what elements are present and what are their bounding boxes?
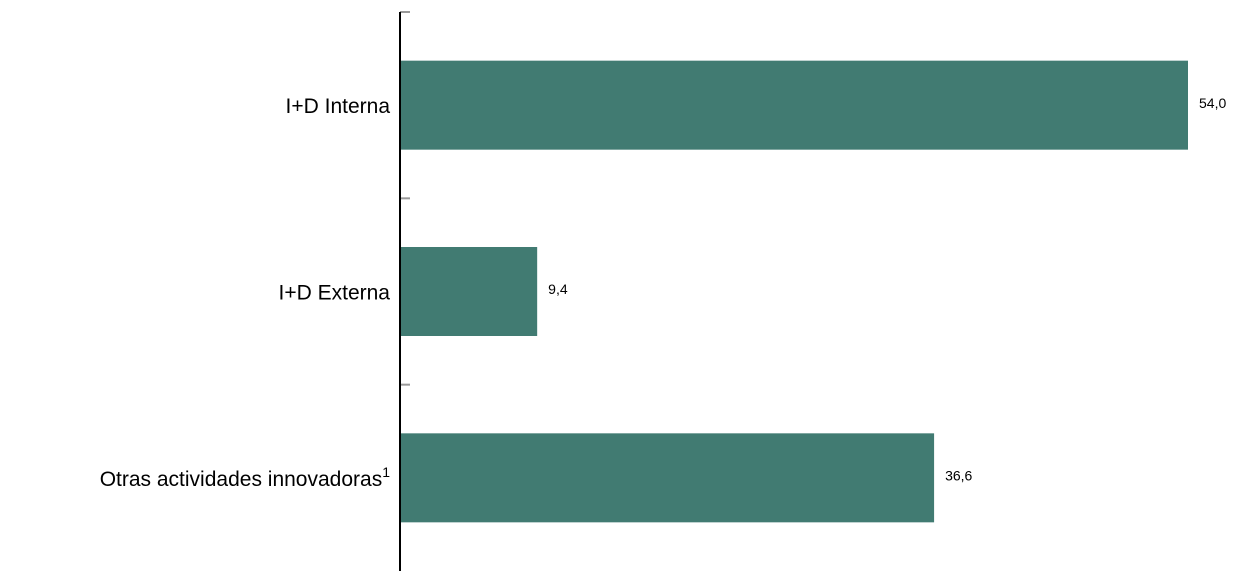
category-label: Otras actividades innovadoras1	[100, 464, 391, 491]
category-ticks	[400, 11, 410, 386]
data-label: 36,6	[945, 468, 972, 484]
data-label: 54,0	[1199, 95, 1226, 111]
footnote-marker: 1	[382, 464, 390, 480]
value-labels: 54,0 9,4 36,6	[548, 95, 1226, 484]
category-label: I+D Interna	[286, 95, 391, 118]
category-labels: I+D Interna I+D Externa Otras actividades …	[100, 95, 391, 491]
category-label-text: Otras actividades innovadoras	[100, 468, 383, 491]
category-label-text: I+D Externa	[279, 282, 391, 305]
bar	[400, 60, 1188, 150]
bar	[400, 433, 935, 523]
bars	[400, 60, 1188, 523]
bar	[400, 247, 538, 336]
data-label: 9,4	[548, 281, 568, 297]
category-label-text: I+D Interna	[286, 95, 391, 118]
category-label: I+D Externa	[279, 282, 391, 305]
